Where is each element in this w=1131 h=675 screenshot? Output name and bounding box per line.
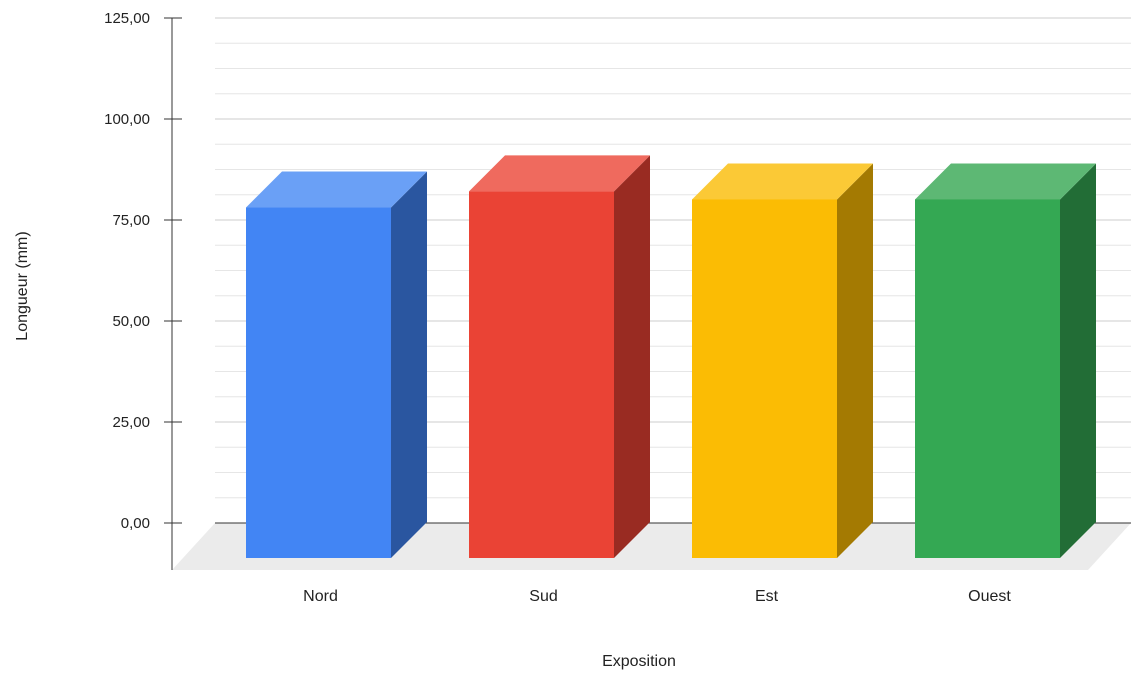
x-tick-label: Ouest bbox=[968, 588, 1011, 605]
bar-ouest bbox=[915, 199, 1060, 558]
bar-sud bbox=[469, 191, 614, 559]
x-tick-label: Est bbox=[755, 588, 779, 605]
bar-side-sud bbox=[614, 155, 650, 559]
bar-top-est bbox=[692, 163, 873, 200]
x-tick-label: Sud bbox=[529, 588, 557, 605]
x-tick-label: Nord bbox=[303, 588, 338, 605]
y-tick-label: 25,00 bbox=[112, 414, 150, 431]
y-tick-label: 50,00 bbox=[112, 313, 150, 330]
x-axis-title: Exposition bbox=[602, 653, 676, 670]
bar-top-sud bbox=[469, 155, 650, 192]
bar-nord bbox=[246, 207, 391, 558]
y-axis-title: Longueur (mm) bbox=[14, 231, 31, 340]
bar-top-nord bbox=[246, 171, 427, 208]
y-tick-label: 0,00 bbox=[121, 515, 150, 532]
bar-top-ouest bbox=[915, 163, 1096, 200]
y-tick-label: 125,00 bbox=[104, 10, 150, 27]
bar-side-est bbox=[837, 163, 873, 558]
bar-est bbox=[692, 199, 837, 558]
y-tick-label: 100,00 bbox=[104, 111, 150, 128]
y-tick-label: 75,00 bbox=[112, 212, 150, 229]
bar-side-ouest bbox=[1060, 163, 1096, 558]
bar-side-nord bbox=[391, 171, 427, 558]
